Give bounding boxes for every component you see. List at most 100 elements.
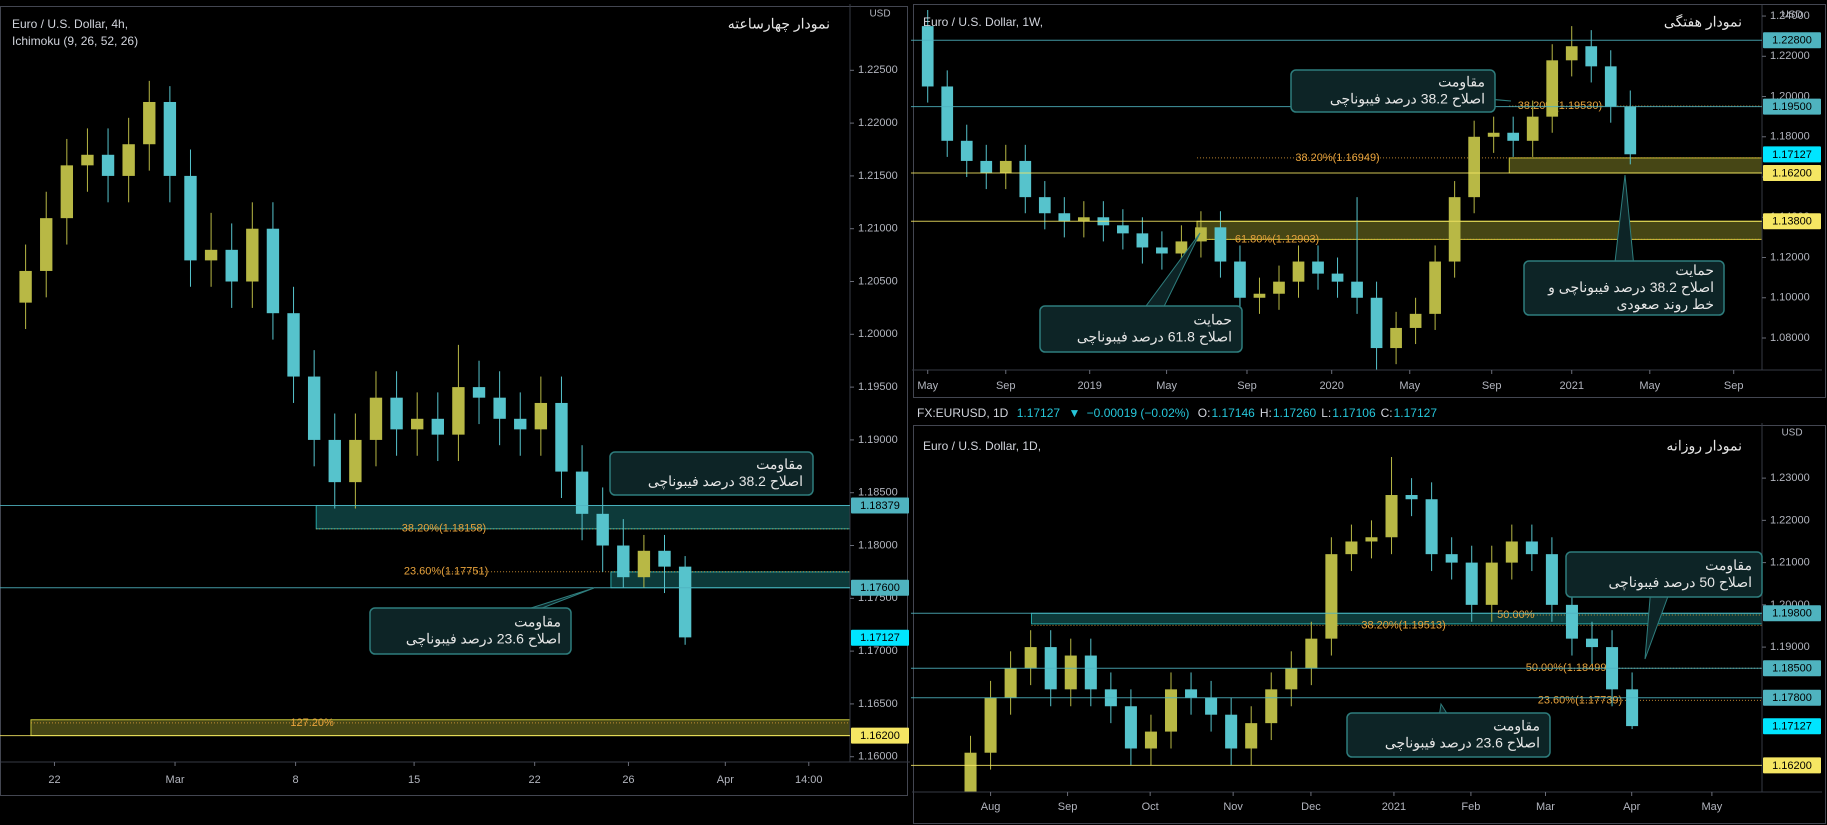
annotation-box xyxy=(369,607,572,655)
candle-body xyxy=(1136,233,1149,248)
panel-border xyxy=(913,4,1826,398)
candle-body xyxy=(1390,327,1402,349)
candle-body xyxy=(921,26,934,87)
annotation-box xyxy=(1290,69,1496,113)
plot: 38.20%(1.19513)50.00%50.00%(1.18499)23.6… xyxy=(964,456,1762,792)
fib-label: 38.20%(1.18158) xyxy=(402,523,486,535)
x-tick-label: 8 xyxy=(293,774,299,786)
y-tick-label: 1.21500 xyxy=(858,170,898,182)
price-label-bg xyxy=(851,727,909,744)
annotation-text: اصلاح 23.6 درصد فیبوناچی xyxy=(406,631,561,648)
candle-body xyxy=(122,144,135,176)
y-tick-label: 1.16000 xyxy=(858,751,898,763)
candle-body xyxy=(1345,541,1358,555)
currency: USD xyxy=(869,9,890,20)
candle-body xyxy=(1117,225,1129,234)
candle-body xyxy=(328,439,341,483)
candle-body xyxy=(1058,213,1071,222)
ohlc-value: 1.17106 xyxy=(1332,406,1376,420)
fib-label: 61.80%(1.12903) xyxy=(1235,233,1319,245)
price-label: 1.16200 xyxy=(860,730,900,742)
x-tick-label: May xyxy=(1701,801,1722,813)
candle-body xyxy=(1064,655,1077,690)
currency: USD xyxy=(1781,10,1802,21)
price-label-bg xyxy=(851,629,909,646)
x-tick-label: Sep xyxy=(1482,380,1502,392)
price: 1.17127 xyxy=(1016,406,1061,420)
candle-body xyxy=(184,175,197,261)
candle-body xyxy=(1164,689,1178,732)
x-tick-label: Apr xyxy=(1623,801,1640,813)
price-label: 1.22800 xyxy=(1772,35,1812,47)
y-tick-label: 1.12000 xyxy=(1770,251,1810,263)
candle-body xyxy=(411,418,424,430)
chart-title: نمودار روزانه xyxy=(1666,438,1742,455)
candle-body xyxy=(1545,554,1558,605)
candle-body xyxy=(999,160,1012,173)
annotation-text: اصلاح 23.6 درصد فیبوناچی xyxy=(1385,735,1540,752)
annotation-text: اصلاح 61.8 درصد فیبوناچی xyxy=(1077,329,1232,346)
candle-body xyxy=(1156,247,1168,254)
price-label-bg xyxy=(851,497,909,514)
x-tick-label: Sep xyxy=(1237,380,1257,392)
candle-body xyxy=(1225,714,1238,749)
x-tick-label: Mar xyxy=(166,774,185,786)
price-label-bg xyxy=(1763,98,1821,115)
x-tick-label: Sep xyxy=(1724,380,1744,392)
ohlc-value: 1.17127 xyxy=(1393,406,1438,420)
y-tick-label: 1.24000 xyxy=(1770,10,1810,22)
candle-body xyxy=(1205,697,1218,715)
candle-body xyxy=(1448,197,1461,262)
x-tick-label: Sep xyxy=(1058,801,1078,813)
panel-border xyxy=(913,425,1826,824)
x-tick-label: Nov xyxy=(1223,801,1243,813)
candle-body xyxy=(1468,136,1480,198)
y-tick-label: 1.23000 xyxy=(1770,472,1810,484)
symbol-title: Euro / U.S. Dollar, 4h, xyxy=(12,17,128,31)
candle-body xyxy=(964,752,977,792)
y-tick-label: 1.21000 xyxy=(1770,557,1810,569)
x-tick-label: May xyxy=(917,380,938,392)
price-label: 1.13800 xyxy=(1772,216,1812,228)
annotation-text: مقاومت xyxy=(514,614,561,631)
x-tick-label: Oct xyxy=(1142,801,1159,813)
annotation-text: مقاومت xyxy=(1438,74,1485,91)
candle-body xyxy=(1465,562,1478,605)
candle-body xyxy=(960,140,973,161)
annotation-text: مقاومت xyxy=(756,456,803,473)
annotation-box xyxy=(1565,551,1763,598)
annotation-text: خط روند صعودی xyxy=(1616,296,1714,313)
candle-body xyxy=(40,218,53,271)
x-tick-label: 14:00 xyxy=(795,774,823,786)
candle-body xyxy=(1585,638,1599,648)
candle-body xyxy=(431,418,444,435)
x-tick-label: Feb xyxy=(1461,801,1480,813)
price-label-bg xyxy=(851,579,909,596)
candle-body xyxy=(596,513,609,546)
price-label-bg xyxy=(1763,32,1821,49)
ohlc-value: 1.17260 xyxy=(1272,406,1317,420)
price-label: 1.17800 xyxy=(1772,692,1812,704)
ohlc-key: L: xyxy=(1321,406,1332,420)
candle-body xyxy=(307,376,321,440)
candle-body xyxy=(984,697,997,753)
price-label-bg xyxy=(1763,213,1821,230)
arrow: ▼ xyxy=(1068,406,1081,420)
fib-label: 23.60%(1.17751) xyxy=(404,566,488,578)
ohlc-key: O: xyxy=(1197,406,1211,420)
chart-title: نمودار هفتگی xyxy=(1664,14,1742,31)
annotation-text: اصلاح 38.2 درصد فیبوناچی و xyxy=(1547,279,1714,296)
y-tick-label: 1.18500 xyxy=(858,487,898,499)
x-tick-label: 2020 xyxy=(1319,380,1343,392)
symbol-title: Euro / U.S. Dollar, 1W, xyxy=(923,15,1043,29)
zone xyxy=(1508,157,1762,174)
candle-body xyxy=(1077,217,1090,222)
price-label: 1.18379 xyxy=(860,500,900,512)
change: −0.00019 (−0.02%) xyxy=(1086,406,1190,420)
candle-body xyxy=(1565,604,1578,639)
candle-body xyxy=(225,249,238,282)
y-tick-label: 1.20000 xyxy=(858,328,898,340)
ohlc-key: H: xyxy=(1259,406,1272,420)
price-label-bg xyxy=(1763,660,1821,677)
